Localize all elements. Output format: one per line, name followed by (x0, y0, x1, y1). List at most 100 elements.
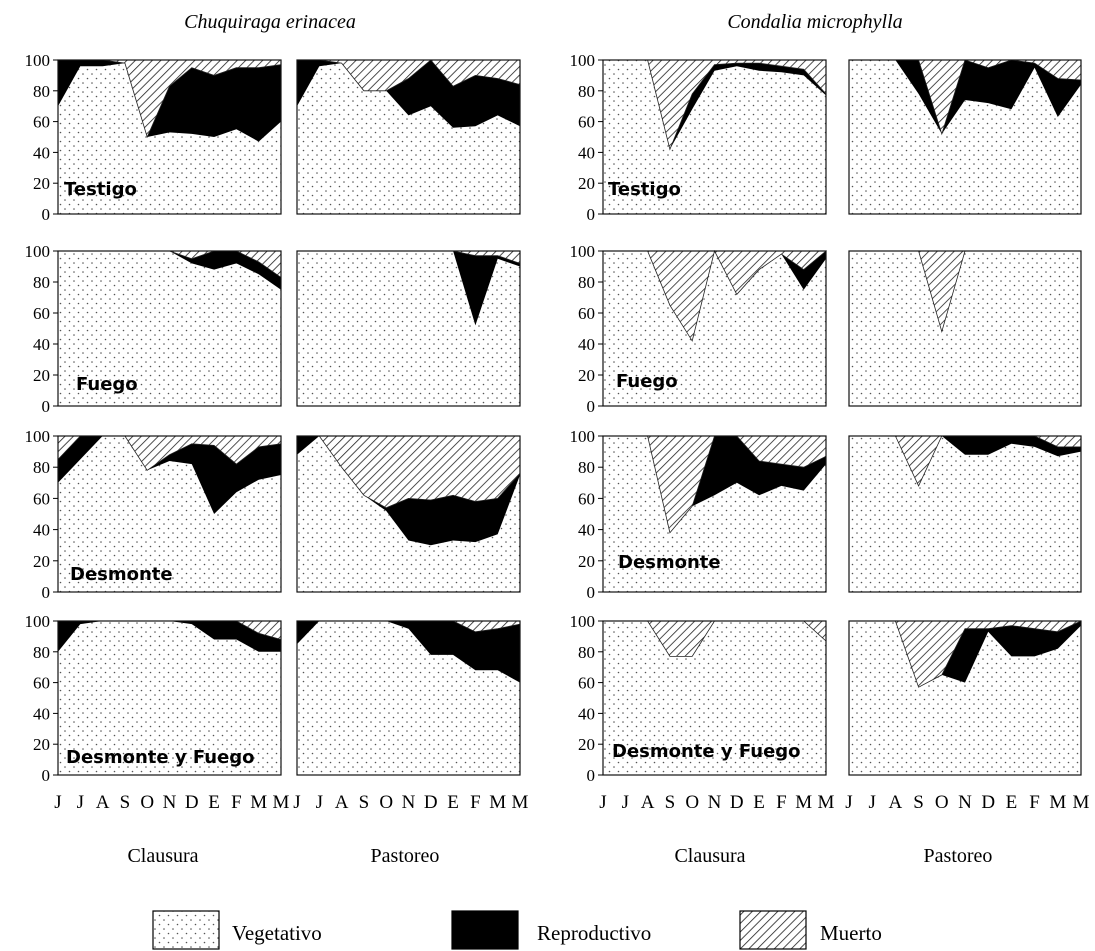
ytick-label: 40 (33, 143, 50, 162)
ytick-label: 60 (578, 489, 595, 508)
ytick-label: 60 (33, 674, 50, 693)
panel-1-0-clausura: 0 20 40 60 80 100 Testigo (570, 51, 827, 224)
treatment-label: Desmonte y Fuego (612, 741, 801, 762)
panel-0-0-clausura-vegetativo-area (58, 63, 281, 214)
ytick-label: 20 (33, 735, 50, 754)
ytick-label: 40 (33, 521, 50, 540)
month-tick-label: D (185, 792, 199, 813)
panel-0-0-pastoreo (296, 59, 521, 215)
month-tick-label: O (379, 792, 393, 813)
month-tick-label: F (231, 792, 242, 813)
month-tick-label: N (958, 792, 972, 813)
month-tick-label: E (1006, 792, 1018, 813)
treatment-label: Desmonte (618, 552, 721, 573)
month-tick-label: E (447, 792, 459, 813)
month-tick-label: F (776, 792, 787, 813)
ytick-label: 20 (33, 552, 50, 571)
panel-0-1-clausura-vegetativo-area (58, 251, 281, 406)
species-title-left: Chuquiraga erinacea (184, 11, 356, 33)
panel-1-2-pastoreo (848, 435, 1082, 593)
month-tick-label: J (845, 792, 852, 813)
legend-label-vegetativo: Vegetativo (232, 921, 322, 945)
ytick-label: 60 (578, 674, 595, 693)
panel-1-0-pastoreo-reproductivo-area (849, 60, 1081, 134)
panel-0-2-clausura-vegetativo-area (58, 436, 281, 592)
panel-grid: 0 20 40 60 80 100 Testigo 0 20 40 60 80 100 Fuego 0 20 4… (25, 51, 1090, 813)
panel-0-1-clausura: 0 20 40 60 80 100 Fuego (25, 242, 282, 416)
month-tick-label: O (140, 792, 154, 813)
panel-1-2-clausura-vegetativo-area (603, 436, 826, 592)
month-tick-label: S (665, 792, 676, 813)
ytick-label: 100 (570, 51, 596, 70)
month-tick-label: D (424, 792, 438, 813)
panel-0-0-pastoreo-vegetativo-area (297, 63, 520, 214)
ytick-label: 20 (578, 552, 595, 571)
panel-1-0-clausura-frame (602, 59, 827, 215)
month-tick-label: O (935, 792, 949, 813)
month-tick-label: A (96, 792, 110, 813)
ytick-label: 40 (33, 704, 50, 723)
panel-0-2-pastoreo-vegetativo-area (297, 436, 520, 592)
ytick-label: 20 (578, 366, 595, 385)
month-tick-label: M (818, 792, 835, 813)
panel-0-2-pastoreo (296, 435, 521, 593)
panel-0-0-clausura-frame (57, 59, 282, 215)
panel-1-1-pastoreo-frame (848, 250, 1082, 407)
ytick-label: 40 (578, 143, 595, 162)
ytick-label: 40 (578, 704, 595, 723)
ytick-label: 80 (33, 273, 50, 292)
panel-1-3-pastoreo-reproductivo-area (849, 621, 1081, 688)
panel-0-2-pastoreo-frame (296, 435, 521, 593)
month-tick-label: N (708, 792, 722, 813)
month-tick-label: J (599, 792, 606, 813)
ytick-label: 0 (587, 205, 596, 224)
ytick-label: 80 (33, 82, 50, 101)
panel-0-0-pastoreo-reproductivo-area (297, 60, 520, 128)
treatment-label: Desmonte (70, 564, 173, 585)
ytick-label: 0 (42, 583, 51, 602)
month-tick-label: S (359, 792, 370, 813)
month-tick-label: S (913, 792, 924, 813)
panel-1-1-pastoreo (848, 250, 1082, 407)
panel-1-2-clausura: 0 20 40 60 80 100 Desmonte (570, 427, 827, 602)
month-tick-label: M (1073, 792, 1090, 813)
month-tick-label: M (273, 792, 290, 813)
legend-swatch-reproductivo (451, 910, 519, 950)
panel-1-3-clausura-frame (602, 620, 827, 776)
panel-0-3-pastoreo-reproductivo-area (297, 621, 520, 683)
panel-1-1-clausura: 0 20 40 60 80 100 Fuego (570, 242, 828, 416)
ytick-label: 100 (25, 427, 51, 446)
panel-0-1-pastoreo-frame (296, 250, 521, 407)
panel-0-2-clausura-frame (57, 435, 282, 593)
panel-1-0-pastoreo-frame (848, 59, 1082, 215)
ytick-label: 60 (578, 113, 595, 132)
ytick-label: 0 (42, 397, 51, 416)
ytick-label: 100 (570, 242, 596, 261)
ytick-label: 20 (578, 174, 595, 193)
ytick-label: 0 (42, 766, 51, 785)
panel-0-0-clausura-reproductivo-area (58, 60, 281, 142)
ytick-label: 0 (42, 205, 51, 224)
panel-1-1-pastoreo-vegetativo-area (849, 251, 1081, 406)
month-tick-label: E (208, 792, 220, 813)
panel-0-3-pastoreo-frame (296, 620, 521, 776)
panel-1-1-clausura-vegetativo-area (603, 251, 826, 406)
panel-0-1-pastoreo (296, 250, 521, 407)
panel-0-3-pastoreo-vegetativo-area (297, 621, 520, 775)
treatment-label: Fuego (76, 374, 138, 395)
ytick-label: 100 (570, 427, 596, 446)
panel-1-0-pastoreo (848, 59, 1082, 215)
panel-1-3-pastoreo-vegetativo-area (849, 621, 1081, 775)
ytick-label: 40 (578, 335, 595, 354)
panel-0-0-clausura: 0 20 40 60 80 100 Testigo (25, 51, 282, 224)
ytick-label: 100 (25, 242, 51, 261)
species-title-right: Condalia microphylla (727, 11, 902, 33)
ytick-label: 60 (33, 113, 50, 132)
legend-label-reproductivo: Reproductivo (537, 921, 651, 945)
month-tick-label: M (489, 792, 506, 813)
ytick-label: 0 (587, 766, 596, 785)
treatment-label: Fuego (616, 371, 678, 392)
